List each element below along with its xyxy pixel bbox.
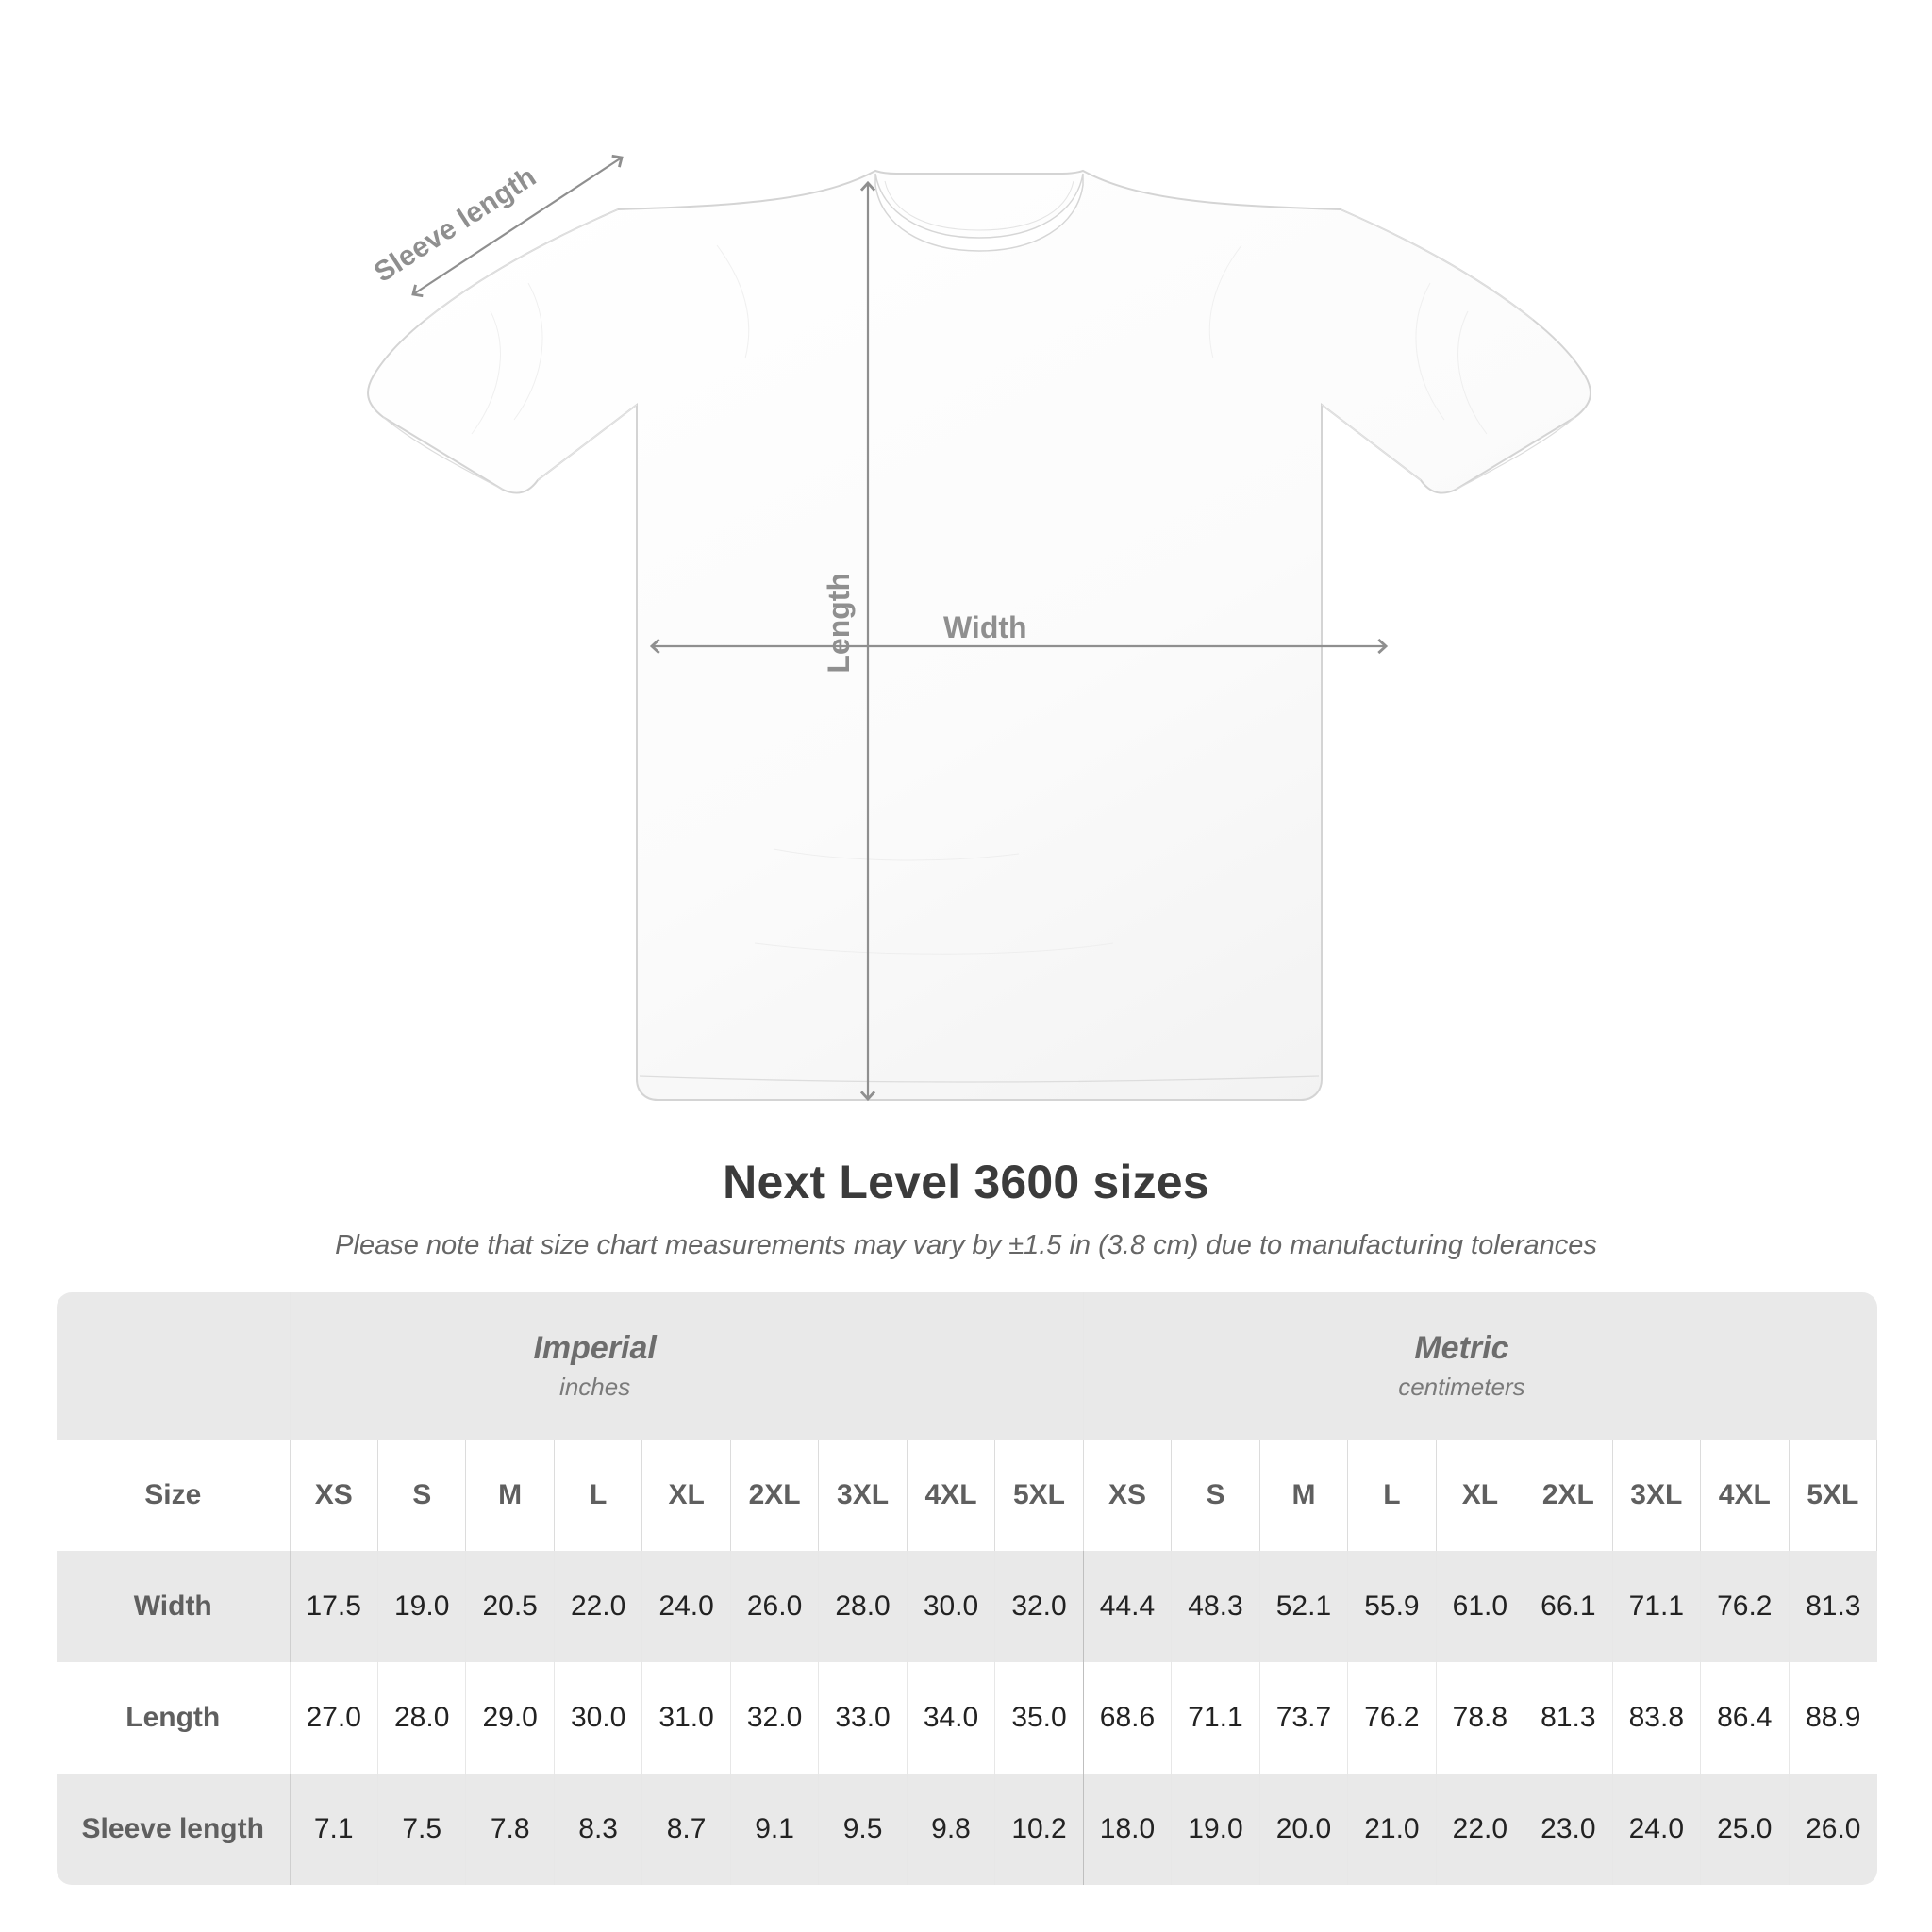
svg-text:Length: Length (822, 573, 856, 674)
svg-text:Width: Width (943, 610, 1027, 644)
